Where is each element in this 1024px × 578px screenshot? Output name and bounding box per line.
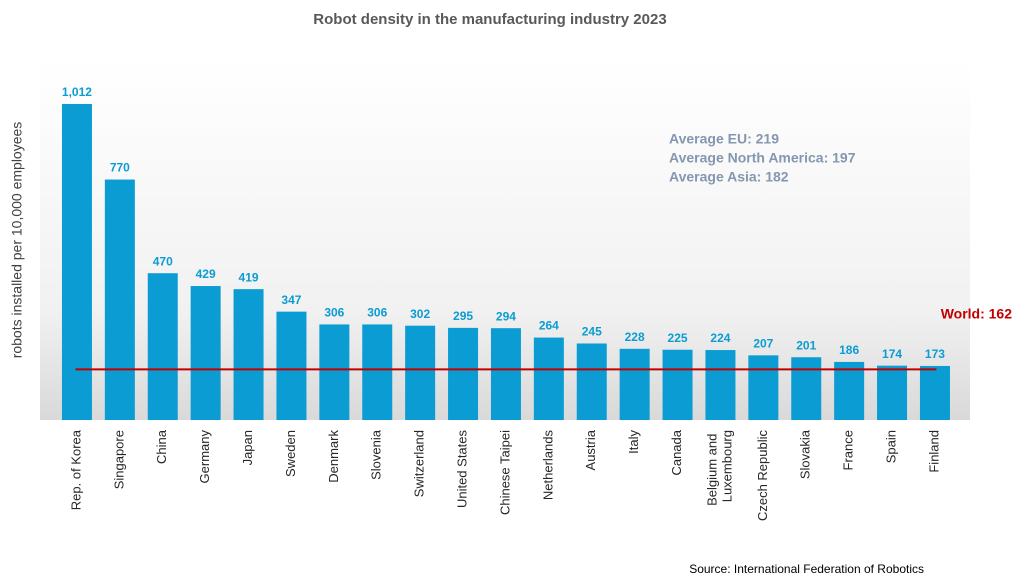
data-label: 207 xyxy=(753,337,773,351)
x-tick-label: Switzerland xyxy=(412,430,427,497)
bar xyxy=(877,365,908,420)
y-axis-label: robots installed per 10,000 employees xyxy=(9,122,25,359)
bar xyxy=(834,361,865,420)
x-tick-label: Rep. of Korea xyxy=(68,429,83,510)
x-tick-label: China xyxy=(154,429,169,464)
x-tick-label: United States xyxy=(454,430,469,509)
x-tick-label: Finland xyxy=(926,430,941,473)
data-label: 429 xyxy=(196,267,216,281)
bar xyxy=(319,324,350,420)
x-tick-label: Germany xyxy=(197,430,212,484)
annotation: Average Asia: 182 xyxy=(669,169,789,185)
bar xyxy=(448,327,479,420)
annotation: Average North America: 197 xyxy=(669,150,856,166)
bar xyxy=(919,365,950,420)
bar xyxy=(619,348,650,420)
x-tick-label: Slovakia xyxy=(798,429,813,479)
bar xyxy=(276,311,307,420)
data-label: 306 xyxy=(367,306,387,320)
bar xyxy=(147,273,178,420)
data-label: 347 xyxy=(281,293,301,307)
bar xyxy=(405,325,436,420)
x-tick-label: Canada xyxy=(669,429,684,475)
reference-label: World: 162 xyxy=(941,306,1013,322)
x-tick-label: Denmark xyxy=(326,430,341,483)
data-label: 306 xyxy=(324,306,344,320)
x-tick-label: France xyxy=(841,430,856,470)
bar xyxy=(233,289,264,420)
data-label: 302 xyxy=(410,307,430,321)
data-label: 295 xyxy=(453,309,473,323)
x-tick-label: Belgium and Luxembourg xyxy=(705,430,735,506)
bar xyxy=(190,286,221,420)
data-label: 186 xyxy=(839,343,859,357)
annotation: Average EU: 219 xyxy=(669,131,779,147)
bar xyxy=(576,343,607,420)
bar xyxy=(490,328,521,420)
x-tick-label: Chinese Taipei xyxy=(497,430,512,515)
data-label: 201 xyxy=(796,338,816,352)
bar xyxy=(748,355,779,420)
bar xyxy=(705,350,736,420)
bar xyxy=(533,337,564,420)
data-label: 245 xyxy=(582,325,602,339)
data-label: 294 xyxy=(496,309,516,323)
x-tick-label: Austria xyxy=(583,429,598,470)
x-tick-label: Czech Republic xyxy=(755,430,770,522)
x-tick-label: Sweden xyxy=(283,430,298,477)
x-tick-label: Spain xyxy=(883,430,898,463)
x-tick-label: Singapore xyxy=(111,430,126,489)
bar xyxy=(662,349,693,420)
data-label: 770 xyxy=(110,161,130,175)
data-label: 264 xyxy=(539,319,559,333)
data-label: 224 xyxy=(710,331,730,345)
source: Source: International Federation of Robo… xyxy=(689,562,924,576)
bar xyxy=(362,324,393,420)
bar xyxy=(104,179,135,420)
data-label: 228 xyxy=(625,330,645,344)
x-tick-label: Slovenia xyxy=(369,429,384,480)
data-label: 173 xyxy=(925,347,945,361)
bar xyxy=(791,357,822,420)
bar xyxy=(61,103,92,420)
data-label: 470 xyxy=(153,254,173,268)
data-label: 225 xyxy=(668,331,688,345)
data-label: 174 xyxy=(882,347,902,361)
x-tick-label: Japan xyxy=(240,430,255,465)
x-tick-label: Italy xyxy=(626,430,641,454)
data-label: 419 xyxy=(239,270,259,284)
data-label: 1,012 xyxy=(62,85,92,99)
chart-title: Robot density in the manufacturing indus… xyxy=(313,11,666,28)
x-tick-label: Netherlands xyxy=(540,430,555,501)
